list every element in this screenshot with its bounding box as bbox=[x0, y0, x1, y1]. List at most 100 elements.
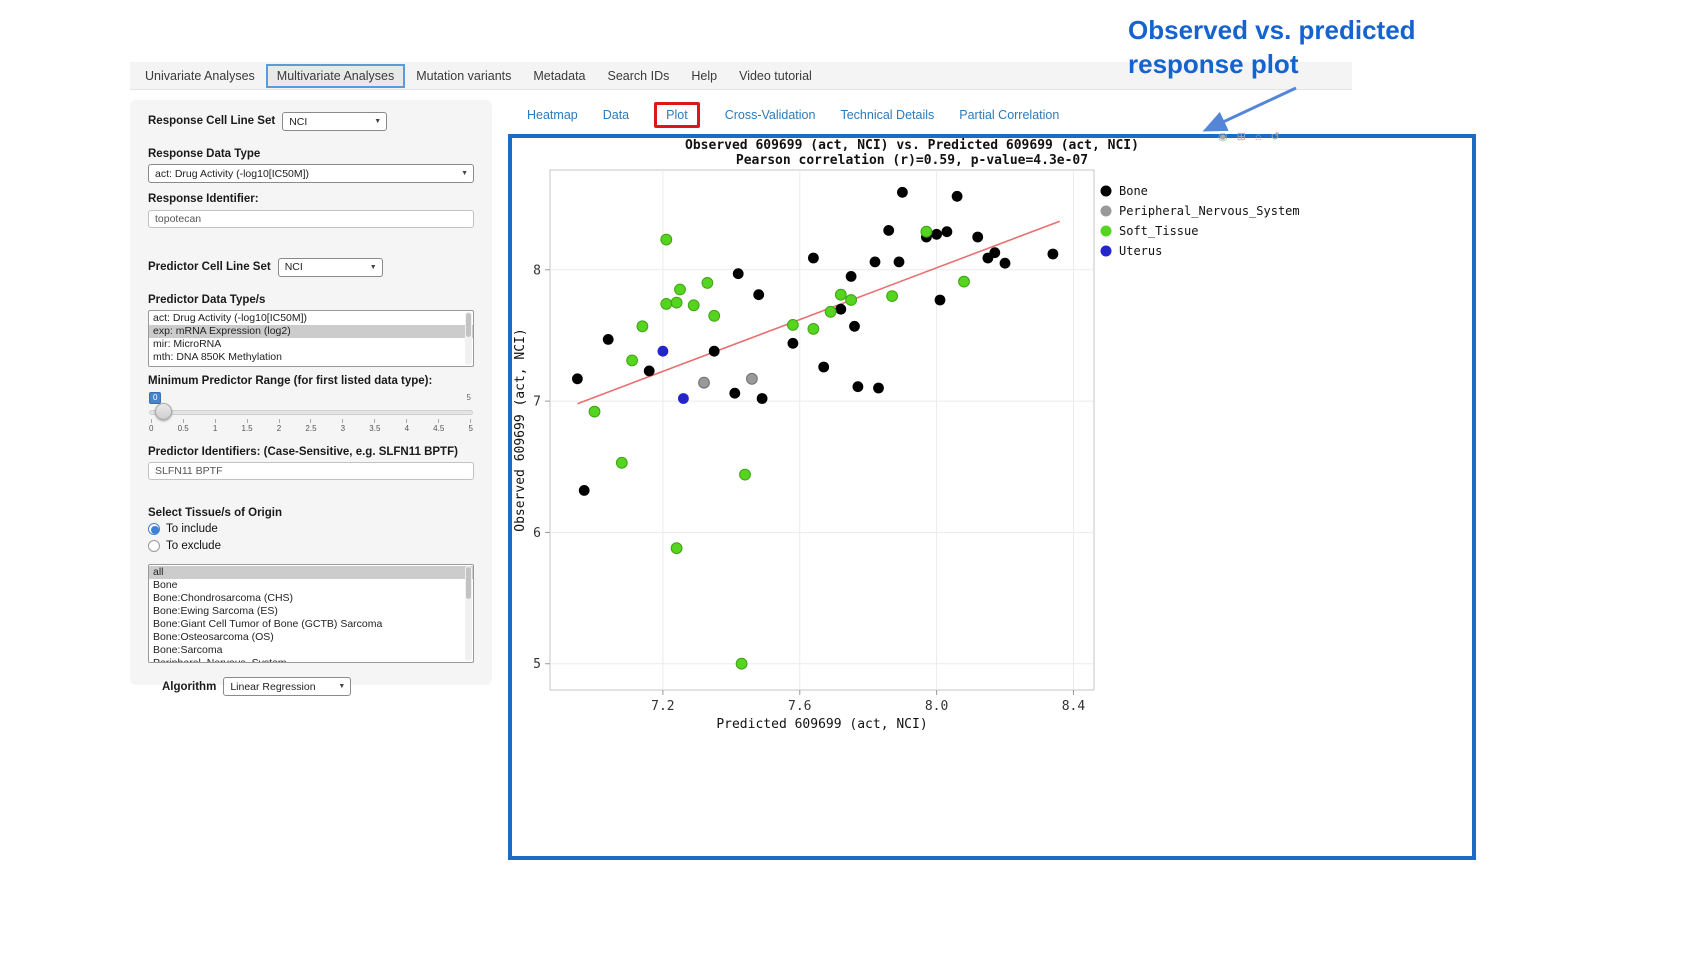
chevron-down-icon: ▼ bbox=[338, 683, 346, 691]
scatter-point-bone bbox=[732, 268, 744, 280]
predictor-data-types-listbox[interactable]: act: Drug Activity (-log10[IC50M]) exp: m… bbox=[148, 310, 474, 368]
scrollbar[interactable] bbox=[465, 566, 472, 662]
legend-item-peripheral-nervous-system[interactable]: Peripheral_Nervous_System bbox=[1100, 204, 1300, 218]
nav-tab-metadata[interactable]: Metadata bbox=[533, 68, 586, 83]
slider-tick-2: 2 bbox=[277, 418, 281, 433]
scatter-point-bone bbox=[643, 365, 655, 377]
annotation-line1: Observed vs. predicted bbox=[1128, 15, 1416, 45]
subtab-cross-validation[interactable]: Cross-Validation bbox=[724, 108, 816, 122]
response-cell-line-select[interactable]: NCI ▼ bbox=[282, 112, 388, 131]
scatter-plot-svg[interactable]: 7.2 7.6 8.0 8.4 5 6 7 8 Observed 609699 (act, NC… bbox=[512, 138, 1312, 758]
min-predictor-range-slider[interactable]: 0 5 0 0.5 1 1.5 2 2.5 3 3.5 4 4.5 5 bbox=[148, 391, 474, 437]
predictor-data-types-options: act: Drug Activity (-log10[IC50M]) exp: m… bbox=[149, 312, 473, 364]
x-axis-label: Predicted 609699 (act, NCI) bbox=[716, 717, 927, 732]
scatter-point-soft-tissue bbox=[701, 277, 714, 289]
response-data-type-select[interactable]: act: Drug Activity (-log10[IC50M]) ▼ bbox=[148, 164, 474, 184]
option-bone[interactable]: Bone bbox=[153, 579, 178, 592]
scatter-point-peripheral-nervous-system bbox=[698, 376, 710, 389]
legend-label: Peripheral_Nervous_System bbox=[1119, 204, 1300, 218]
scatter-point-soft-tissue bbox=[807, 323, 820, 335]
tick-mark bbox=[470, 418, 472, 423]
chevron-down-icon: ▼ bbox=[461, 170, 468, 178]
scatter-point-bone bbox=[729, 387, 741, 399]
min-predictor-range-label: Minimum Predictor Range (for first liste… bbox=[148, 375, 433, 388]
tick-label: 0.5 bbox=[177, 423, 189, 433]
nav-tab-search-ids[interactable]: Search IDs bbox=[607, 68, 670, 83]
scatter-point-bone bbox=[999, 257, 1011, 269]
subtab-plot[interactable]: Plot bbox=[654, 102, 700, 128]
predictor-cell-line-select[interactable]: NCI ▼ bbox=[277, 257, 383, 277]
radio-to-include[interactable]: To include bbox=[148, 523, 474, 536]
option-bone-chondrosarcoma-chs[interactable]: Bone:Chondrosarcoma (CHS) bbox=[153, 592, 294, 605]
scatter-point-bone bbox=[756, 393, 768, 404]
scatter-point-bone bbox=[753, 289, 765, 301]
subtab-data[interactable]: Data bbox=[602, 108, 630, 122]
algorithm-select[interactable]: Linear Regression ▼ bbox=[223, 677, 352, 697]
nav-tab-multivariate-analyses[interactable]: Multivariate Analyses bbox=[265, 63, 406, 88]
scatter-point-bone bbox=[1047, 248, 1059, 260]
nav-tab-video-tutorial[interactable]: Video tutorial bbox=[739, 68, 812, 83]
nav-tab-univariate-analyses[interactable]: Univariate Analyses bbox=[145, 68, 255, 83]
option-bone-sarcoma[interactable]: Bone:Sarcoma bbox=[153, 644, 223, 657]
tissue-options: all Bone Bone:Chondrosarcoma (CHS) Bone:Ewi… bbox=[149, 566, 473, 664]
zoom-icon[interactable]: ⊞ bbox=[1236, 131, 1246, 143]
scatter-point-bone bbox=[972, 231, 984, 243]
scatter-point-soft-tissue bbox=[958, 275, 970, 288]
scatter-point-bone bbox=[602, 334, 614, 345]
option-act-drug-activity-log10-ic50m[interactable]: act: Drug Activity (-log10[IC50M]) bbox=[153, 312, 308, 325]
scrollbar[interactable] bbox=[465, 312, 472, 366]
tick-mark bbox=[150, 418, 152, 423]
scatter-point-soft-tissue bbox=[787, 319, 799, 331]
option-all[interactable]: all bbox=[149, 566, 473, 580]
scatter-point-uterus bbox=[678, 393, 689, 404]
option-bone-giant-cell-tumor-of-bone-gctb-sarcoma[interactable]: Bone:Giant Cell Tumor of Bone (GCTB) Sar… bbox=[153, 618, 383, 631]
plot-frame bbox=[549, 169, 1095, 691]
slider-handle[interactable] bbox=[155, 402, 172, 420]
option-bone-osteosarcoma-os[interactable]: Bone:Osteosarcoma (OS) bbox=[153, 631, 274, 644]
slider-tick-3: 3 bbox=[341, 418, 345, 433]
option-peripheral-nervous-system[interactable]: Peripheral_Nervous_System bbox=[153, 657, 287, 664]
tick-mark bbox=[342, 418, 344, 423]
slider-track[interactable] bbox=[149, 409, 473, 415]
camera-icon[interactable]: ◉ bbox=[1218, 131, 1228, 143]
radio-to-exclude[interactable]: To exclude bbox=[148, 540, 474, 553]
slider-tick-2-5: 2.5 bbox=[305, 418, 317, 433]
nav-tab-mutation-variants[interactable]: Mutation variants bbox=[416, 68, 512, 83]
legend-label: Soft_Tissue bbox=[1119, 224, 1198, 238]
home-icon[interactable]: ⌂ bbox=[1254, 131, 1262, 143]
scatter-plot[interactable]: 7.2 7.6 8.0 8.4 5 6 7 8 Observed 609699 (act, NC… bbox=[512, 138, 1312, 758]
legend-marker bbox=[1100, 225, 1112, 237]
subtab-heatmap[interactable]: Heatmap bbox=[527, 108, 578, 122]
subtab-partial-correlation[interactable]: Partial Correlation bbox=[959, 108, 1060, 122]
scatter-point-bone bbox=[787, 337, 799, 349]
legend-item-bone[interactable]: Bone bbox=[1100, 184, 1148, 198]
trend-line bbox=[577, 220, 1061, 405]
radio-icon bbox=[148, 523, 160, 536]
legend-item-soft-tissue[interactable]: Soft_Tissue bbox=[1100, 224, 1199, 238]
slider-tick-0-5: 0.5 bbox=[177, 418, 189, 433]
scatter-point-bone bbox=[869, 256, 881, 268]
option-bone-ewing-sarcoma-es[interactable]: Bone:Ewing Sarcoma (ES) bbox=[153, 605, 278, 618]
scatter-point-soft-tissue bbox=[615, 456, 628, 469]
subtabs: Heatmap Data Plot Cross-Validation Technical… bbox=[527, 99, 1059, 131]
scrollbar-thumb[interactable] bbox=[466, 567, 471, 600]
scatter-point-soft-tissue bbox=[588, 405, 601, 418]
tick-label: 1.5 bbox=[241, 423, 253, 433]
subtab-technical-details[interactable]: Technical Details bbox=[840, 108, 935, 122]
plot-box: ◉ ⊞ ⌂ ↺ 7.2 7.6 8.0 8.4 5 6 7 8 Observed 609699 (ac… bbox=[508, 131, 1476, 860]
option-exp-mrna-expression-log2[interactable]: exp: mRNA Expression (log2) bbox=[149, 325, 473, 339]
scatter-point-bone bbox=[852, 381, 864, 393]
tissue-listbox[interactable]: all Bone Bone:Chondrosarcoma (CHS) Bone:Ewi… bbox=[148, 564, 474, 664]
option-mth-dna-850k-methylation[interactable]: mth: DNA 850K Methylation bbox=[153, 351, 282, 364]
predictor-cell-line-value: NCI bbox=[284, 261, 303, 274]
slider-tick-3-5: 3.5 bbox=[369, 418, 380, 433]
response-identifier-input[interactable] bbox=[148, 209, 474, 228]
reset-axes-icon[interactable]: ↺ bbox=[1270, 131, 1280, 143]
predictor-identifiers-input[interactable] bbox=[148, 461, 474, 480]
nav-tab-help[interactable]: Help bbox=[691, 68, 718, 83]
legend-item-uterus[interactable]: Uterus bbox=[1100, 244, 1163, 258]
scrollbar-thumb[interactable] bbox=[466, 313, 471, 338]
slider-tick-1-5: 1.5 bbox=[241, 418, 253, 433]
option-mir-microrna[interactable]: mir: MicroRNA bbox=[153, 338, 222, 351]
